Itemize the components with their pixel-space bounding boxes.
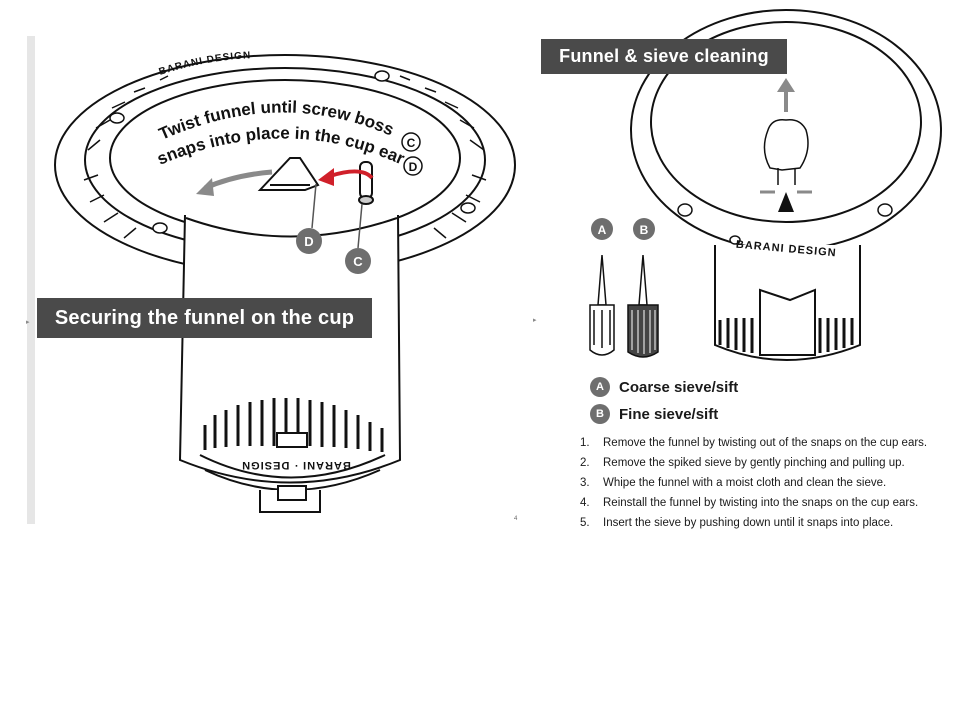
securing-banner: Securing the funnel on the cup bbox=[37, 298, 372, 338]
legend-coarse: A Coarse sieve/sift bbox=[590, 377, 738, 397]
sieve-top bbox=[778, 192, 794, 212]
step-item: 5. Insert the sieve by pushing down until… bbox=[580, 513, 950, 533]
hand-icon bbox=[763, 118, 809, 185]
step-text: Remove the spiked sieve by gently pinchi… bbox=[603, 457, 905, 469]
step-item: 3. Whipe the funnel with a moist cloth an… bbox=[580, 473, 950, 493]
legend-fine: B Fine sieve/sift bbox=[590, 404, 718, 424]
sieve-cup-notch bbox=[759, 288, 816, 356]
gray-rotation-arrow bbox=[204, 169, 273, 191]
legend-text-fine: Fine sieve/sift bbox=[619, 405, 719, 423]
side-marker-right: ▸ bbox=[533, 317, 537, 324]
legend-text-coarse: Coarse sieve/sift bbox=[619, 378, 739, 396]
marker-d-circle bbox=[296, 228, 322, 254]
cleaning-steps: 1. Remove the funnel by twisting out of t… bbox=[580, 433, 950, 533]
legend-badge-b: B bbox=[590, 404, 610, 424]
instruction-marker-c: C bbox=[407, 136, 416, 150]
step-text: Whipe the funnel with a moist cloth and … bbox=[603, 477, 887, 489]
funnel-brand: BARANI DESIGN bbox=[158, 50, 251, 78]
sieve-cup-fins bbox=[718, 318, 854, 353]
step-number: 4. bbox=[580, 497, 590, 509]
step-item: 2. Remove the spiked sieve by gently pinc… bbox=[580, 453, 950, 473]
red-snap-arrow bbox=[329, 169, 374, 180]
step-number: 5. bbox=[580, 517, 590, 529]
label-b-circle bbox=[633, 218, 655, 240]
side-marker-left: ▸ bbox=[26, 319, 30, 326]
step-text: Reinstall the funnel by twisting into th… bbox=[603, 497, 919, 509]
step-number: 3. bbox=[580, 477, 590, 489]
step-number: 2. bbox=[580, 457, 590, 469]
gray-arrow-head bbox=[196, 178, 214, 196]
label-a: A bbox=[598, 223, 607, 237]
sieve-rim-holes bbox=[677, 203, 893, 245]
label-b: B bbox=[640, 223, 649, 237]
marker-c-circle bbox=[345, 248, 371, 274]
step-number: 1. bbox=[580, 437, 590, 449]
rim-holes bbox=[109, 70, 476, 234]
coarse-sieve-illustration bbox=[589, 254, 615, 356]
marker-d-label: D bbox=[304, 234, 313, 249]
label-a-circle bbox=[591, 218, 613, 240]
step-item: 4. Reinstall the funnel by twisting into … bbox=[580, 493, 950, 513]
fine-sieve-illustration bbox=[627, 254, 659, 358]
cleaning-banner: Funnel & sieve cleaning bbox=[541, 39, 787, 74]
marker-c-label: C bbox=[353, 254, 363, 269]
rim-ribs bbox=[83, 75, 487, 239]
cup-brand: BARANI · DESIGN bbox=[241, 459, 351, 471]
red-arrow-head bbox=[318, 168, 334, 186]
cup-slot bbox=[276, 432, 308, 448]
instruction-marker-d: D bbox=[409, 160, 418, 174]
page-number: 4 bbox=[514, 516, 518, 522]
step-text: Insert the sieve by pushing down until i… bbox=[603, 517, 894, 529]
step-text: Remove the funnel by twisting out of the… bbox=[603, 437, 928, 449]
legend-badge-a: A bbox=[590, 377, 610, 397]
step-item: 1. Remove the funnel by twisting out of t… bbox=[580, 433, 950, 453]
cup-ear bbox=[358, 161, 374, 205]
svg-text:BARANI DESIGN: BARANI DESIGN bbox=[158, 50, 252, 78]
screw-boss bbox=[257, 157, 320, 191]
